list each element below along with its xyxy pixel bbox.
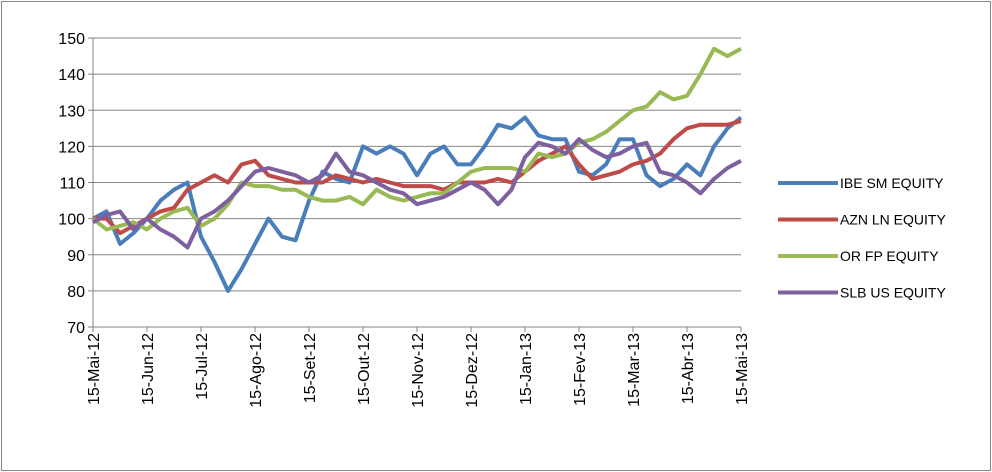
x-tick-label: 15-Dez-12 xyxy=(464,333,481,408)
legend-label: IBE SM EQUITY xyxy=(840,175,944,191)
x-tick-label: 15-Jan-13 xyxy=(518,333,535,405)
x-tick-label: 15-Abr-13 xyxy=(680,333,697,404)
y-tick-label: 70 xyxy=(67,320,85,337)
y-tick-label: 140 xyxy=(58,67,85,84)
y-tick-label: 80 xyxy=(67,284,85,301)
series-line xyxy=(93,119,742,236)
legend-label: OR FP EQUITY xyxy=(840,248,939,264)
x-tick-label: 15-Ago-12 xyxy=(248,333,265,408)
y-tick-label: 100 xyxy=(58,212,85,229)
x-tick-label: 15-Mai-12 xyxy=(86,333,103,405)
x-tick-label: 15-Mar-13 xyxy=(626,333,643,407)
y-tick-label: 130 xyxy=(58,103,85,120)
y-tick-label: 110 xyxy=(59,176,85,193)
x-tick-label: 15-Jul-12 xyxy=(194,333,211,400)
series-line xyxy=(91,46,742,232)
series-line xyxy=(92,115,743,293)
legend-label: SLB US EQUITY xyxy=(840,285,946,301)
x-tick-label: 15-Jun-12 xyxy=(140,333,157,405)
x-tick-label: 15-Nov-12 xyxy=(410,333,427,408)
y-tick-label: 90 xyxy=(67,248,85,265)
x-tick-label: 15-Set-12 xyxy=(302,333,319,403)
x-tick-label: 15-Fev-13 xyxy=(572,333,589,406)
y-tick-label: 150 xyxy=(58,31,85,48)
x-tick-label: 15-Out-12 xyxy=(356,333,373,405)
y-tick-label: 120 xyxy=(58,139,85,156)
x-tick-label: 15-Mai-13 xyxy=(734,333,751,405)
legend-label: AZN LN EQUITY xyxy=(840,212,946,228)
series-line xyxy=(92,137,742,250)
